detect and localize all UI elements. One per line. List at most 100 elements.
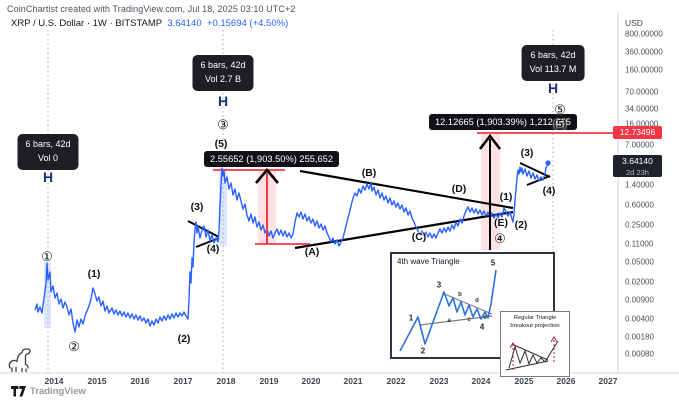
year-label: 2021 [343,376,363,386]
measure-label-right[interactable]: 12.12665 (1,903.39%) 1,212,665 [429,114,577,130]
triangle-upper-trendline[interactable] [299,169,514,210]
inset-point-d: d [475,298,479,304]
measure-label-left[interactable]: 2.55652 (1,903.50%) 255,652 [204,151,340,167]
wave-label-3-2017[interactable]: (3) [190,201,204,213]
small-triangle-2017-upper[interactable] [187,220,220,238]
price-tick: 0.02000 [625,277,654,287]
wave-label-5-target[interactable]: (5) [553,118,567,130]
measure-arrow-left-head [255,167,279,184]
volume-info-box-1[interactable]: 6 bars, 42d Vol 0 [17,134,79,170]
inset-point-5: 5 [490,258,496,268]
year-label: 2016 [130,376,150,386]
price-tick: 0.00080 [625,349,654,359]
wave-circled-5[interactable]: ⑤ [554,102,566,117]
year-label: 2024 [471,376,491,386]
measure-arrow-right-head [478,133,502,150]
inset-upper-trendline [441,292,493,315]
wave-label-1-2024[interactable]: (1) [499,191,513,203]
info-volume: Vol 0 [37,152,59,163]
wave-label-2-2017[interactable]: (2) [177,333,191,345]
price-tick: 160.00000 [625,65,663,75]
inset-diagram [399,269,497,352]
tradingview-brand-text: TradingView [30,386,86,397]
year-label: 2025 [514,376,534,386]
legend-price: 3.64140 [167,18,202,29]
year-label: 2018 [216,376,236,386]
last-price-tag: 3.64140 2d 23h [613,155,662,177]
inset-point-1: 1 [408,313,414,323]
price-tick: 0.00400 [625,314,654,324]
inset-point-4: 4 [479,322,485,332]
year-label: 2027 [598,376,618,386]
price-tick: 0.00180 [625,332,654,342]
year-label: 2019 [259,376,279,386]
breakout-projection-box[interactable]: Regular Triangle breakout projection [500,311,570,377]
volume-info-box-2[interactable]: 6 bars, 42d Vol 2.7 B [192,55,254,91]
wave-circled-1[interactable]: ① [41,249,53,264]
wave-label-D[interactable]: (D) [451,183,467,195]
bar-countdown: 2d 23h [626,168,649,177]
last-price-value: 3.64140 [622,156,653,166]
symbol-legend[interactable]: XRP / U.S. Dollar · 1W · BITSTAMP 3.6414… [11,18,288,29]
inset-point-c: c [467,317,471,323]
inset-point-2: 2 [420,346,426,356]
wave-label-4-2025[interactable]: (4) [542,185,556,197]
tradingview-footer[interactable]: TradingView [11,386,86,397]
h-marker-3[interactable]: H [547,80,559,96]
year-label: 2026 [556,376,576,386]
inset-title: 4th wave Triangle [397,257,460,266]
info-volume: Vol 2.7 B [204,73,242,84]
highlight-band-wave1 [44,262,51,328]
dinosaur-doodle-icon [8,348,31,373]
price-tick: 0.25000 [625,220,654,230]
price-tick: 34.00000 [625,104,659,114]
wave-label-C[interactable]: (C) [411,231,427,243]
inset-point-b: b [458,292,462,298]
triangle-lower-trendline[interactable] [294,210,514,250]
legend-change: +0.15694 (+4.50%) [206,18,289,29]
h-marker-1[interactable]: H [42,169,54,185]
price-tick: 0.00900 [625,295,654,305]
price-line [34,162,549,333]
wave-circled-4[interactable]: ④ [494,231,506,246]
price-tick: 70.00000 [625,87,659,97]
tradingview-logo-icon [11,386,26,397]
volume-info-box-3[interactable]: 6 bars, 42d Vol 113.7 M [521,45,585,81]
last-price-dot [545,160,551,166]
wave-label-3-2025[interactable]: (3) [520,147,534,159]
year-label: 2015 [87,376,107,386]
alert-price-tag[interactable]: 12.73496 [613,126,662,139]
price-tick: 0.60000 [625,200,654,210]
wave-label-2-2024[interactable]: (2) [514,219,528,231]
price-tick: 800.00000 [625,29,663,39]
wave-label-4-2017[interactable]: (4) [206,243,220,255]
info-duration: 6 bars, 42d [200,60,246,70]
projection-diagram [505,336,559,371]
wave-label-5-2018[interactable]: (5) [214,138,228,150]
inset-point-e: e [483,315,487,321]
year-label: 2014 [44,376,64,386]
price-axis-unit: USD [625,18,643,28]
inset-point-a: a [447,318,451,324]
wave-circled-2[interactable]: ② [68,339,80,354]
symbol-title[interactable]: XRP / U.S. Dollar · 1W · BITSTAMP [11,18,162,29]
wave-label-B[interactable]: (B) [361,167,377,179]
price-tick: 7.00000 [625,140,654,150]
inset-point-3: 3 [436,280,442,290]
wave-label-A[interactable]: (A) [304,246,320,258]
h-marker-2[interactable]: H [217,93,229,109]
price-tick: 0.05000 [625,257,654,267]
price-tick: 16.00000 [625,119,659,129]
attribution-text: CoinChartist created with TradingView.co… [7,4,296,14]
price-tick: 360.00000 [625,47,663,57]
projection-title: Regular Triangle breakout projection [510,315,560,329]
year-label: 2017 [173,376,193,386]
info-volume: Vol 113.7 M [529,63,577,74]
price-tick: 0.11000 [625,239,654,249]
wave-label-1-2015[interactable]: (1) [87,268,101,280]
year-label: 2022 [386,376,406,386]
wave-circled-3[interactable]: ③ [217,117,229,132]
wave-label-E[interactable]: (E) [494,217,508,229]
